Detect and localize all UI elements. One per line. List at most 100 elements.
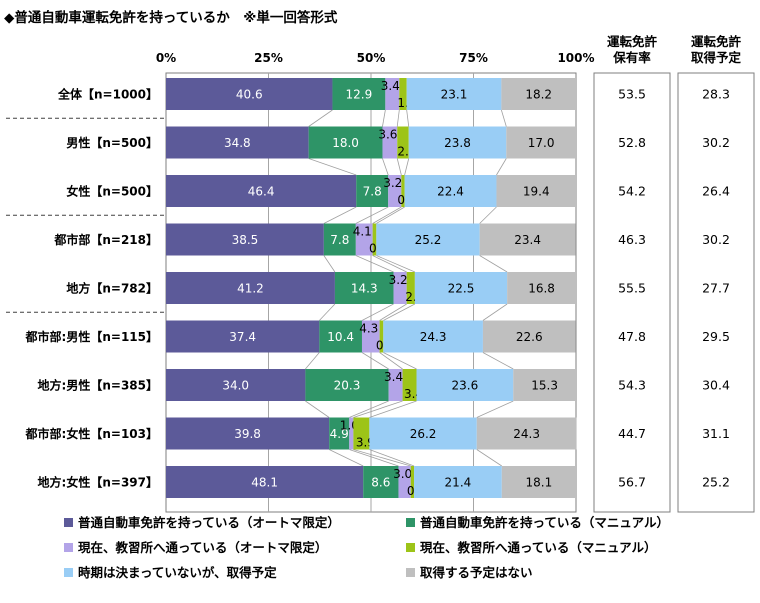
data-label: 23.4 (514, 233, 541, 247)
data-label: 26.2 (410, 427, 437, 441)
side-column-value: 28.3 (702, 87, 730, 102)
row-label: 都市部:女性【n=103】 (25, 426, 158, 441)
row-label: 都市部【n=218】 (53, 232, 158, 247)
legend-swatch (406, 543, 415, 552)
bar-segment (323, 223, 356, 256)
bar-segment (482, 320, 576, 353)
series-connector (476, 400, 514, 418)
data-label: 41.2 (237, 282, 264, 296)
data-label: 24.3 (420, 330, 447, 344)
data-label: 8.6 (371, 476, 390, 490)
bar-segment (385, 78, 400, 110)
data-label: 23.1 (441, 88, 468, 102)
data-label: 40.6 (236, 88, 263, 102)
data-label: 14.3 (351, 282, 378, 296)
series-connector (369, 449, 415, 467)
row-label: 地方:女性【n=397】 (38, 475, 158, 490)
series-connector (353, 400, 403, 418)
legend-swatch (406, 518, 415, 527)
bar-segment (376, 223, 480, 256)
legend-swatch (64, 568, 73, 577)
chart-title: ◆普通自動車運転免許を持っているか ※単一回答形式 (4, 10, 338, 26)
bar-segment (308, 126, 383, 159)
bar-segment (356, 175, 389, 207)
side-column-value: 54.3 (618, 378, 646, 393)
series-connector (349, 449, 399, 467)
series-connector (396, 158, 402, 176)
x-tick-label: 25% (254, 51, 283, 65)
series-connector (308, 158, 357, 176)
series-connector (329, 449, 364, 467)
bar-segment (402, 369, 417, 401)
legend-swatch (406, 568, 415, 577)
side-column-value: 55.5 (618, 281, 646, 296)
series-connector (372, 206, 402, 224)
data-label: 22.5 (448, 282, 475, 296)
row-label: 地方【n=782】 (66, 281, 158, 296)
bar-segment (379, 320, 384, 353)
legend-label: 取得する予定はない (420, 565, 533, 580)
data-label: 34.0 (222, 379, 249, 393)
legend-label: 現在、教習所へ通っている（マニュアル） (420, 540, 657, 555)
bar-segment (406, 272, 415, 304)
series-connector (376, 255, 416, 273)
side-column-value: 29.5 (702, 329, 730, 344)
series-connector (308, 109, 333, 127)
data-label: 17.0 (528, 136, 555, 150)
legend-swatch (64, 518, 73, 527)
data-label: 3.0 (393, 467, 412, 481)
data-label: 7.8 (330, 233, 349, 247)
data-label: 18.2 (525, 88, 552, 102)
bar-segment (166, 126, 309, 159)
series-connector (382, 109, 386, 127)
bar-segment (361, 320, 380, 353)
row-label: 女性【n=500】 (66, 184, 158, 199)
bar-segment (479, 223, 576, 256)
side-column-value: 27.7 (702, 281, 730, 296)
bar-segment (506, 126, 576, 159)
data-label: 10.4 (327, 330, 354, 344)
legend-label: 時期は決まっていないが、取得予定 (78, 565, 277, 580)
bar-segment (401, 175, 405, 207)
data-label: 3.4 (381, 79, 400, 93)
data-label: 18.1 (526, 476, 553, 490)
side-column-value: 52.8 (618, 135, 646, 150)
bar-segment (329, 417, 350, 450)
bar-segment (414, 272, 508, 304)
series-connector (369, 400, 417, 418)
data-label: 39.8 (234, 427, 261, 441)
side-column-value: 54.2 (618, 184, 646, 199)
bar-segment (406, 78, 502, 110)
legend-label: 普通自動車免許を持っている（オートマ限定） (78, 515, 340, 530)
side-column-value: 30.2 (702, 232, 730, 247)
data-label: 22.4 (437, 185, 464, 199)
bar-segment (166, 320, 320, 353)
data-label: 7.8 (363, 185, 382, 199)
series-connector (305, 352, 320, 370)
data-label: 38.5 (232, 233, 259, 247)
data-label: 25.2 (415, 233, 442, 247)
side-column-header: 運転免許 (607, 34, 658, 49)
bar-segment (404, 175, 497, 207)
data-label: 19.4 (523, 185, 550, 199)
series-connector (406, 109, 410, 127)
side-column-header: 保有率 (612, 50, 651, 65)
series-connector (353, 449, 411, 467)
bar-segment (166, 417, 330, 450)
row-label: 男性【n=500】 (66, 135, 158, 150)
bar-segment (349, 417, 354, 450)
series-connector (479, 255, 508, 273)
bar-segment (334, 272, 394, 304)
row-label: 地方:男性【n=385】 (38, 378, 158, 393)
data-label: 22.6 (516, 330, 543, 344)
bar-segment (397, 126, 409, 159)
series-connector (500, 109, 507, 127)
x-tick-label: 100% (557, 51, 594, 65)
side-column-value: 30.4 (702, 378, 730, 393)
series-connector (323, 255, 336, 273)
data-label: 46.4 (248, 185, 275, 199)
data-label: 3.6 (378, 128, 397, 142)
series-connector (305, 400, 330, 418)
row-label: 都市部:男性【n=115】 (25, 329, 158, 344)
side-column-value: 31.1 (702, 426, 730, 441)
